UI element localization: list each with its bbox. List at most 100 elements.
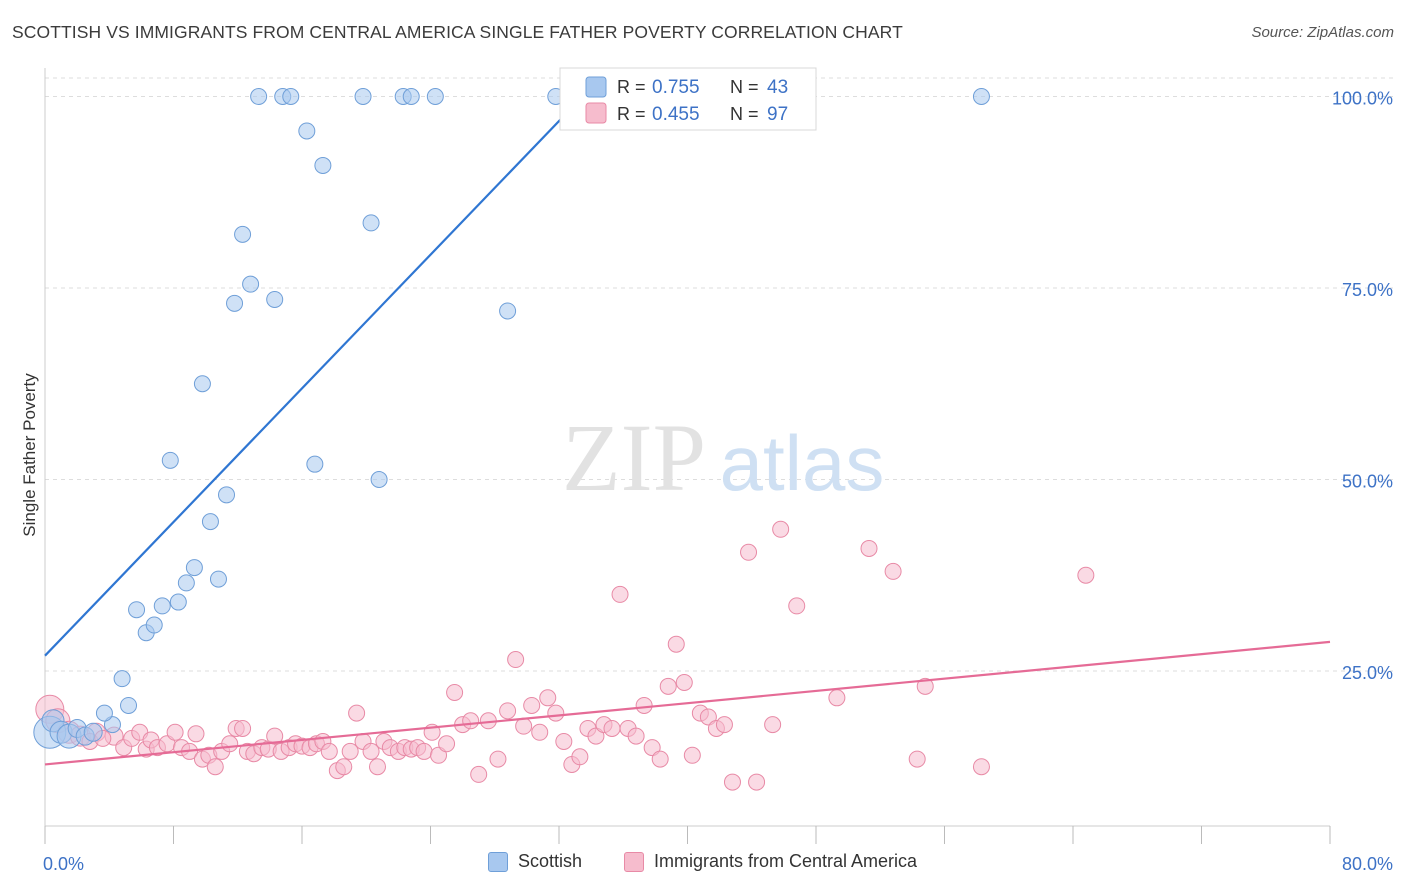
immigrant-point [723, 773, 741, 791]
bottom-legend-label-immigrants: Immigrants from Central America [654, 851, 918, 871]
x-tick-label-max: 80.0% [1342, 854, 1393, 874]
scottish-point [242, 275, 260, 293]
immigrant-point [462, 712, 480, 730]
source-credit: Source: ZipAtlas.com [1251, 24, 1394, 41]
legend-n-value-scottish: 43 [767, 77, 788, 98]
y-axis-label: Single Father Poverty [20, 373, 39, 537]
bottom-legend: Scottish Immigrants from Central America [0, 851, 1406, 879]
scottish-point [209, 570, 227, 588]
scottish-point [193, 375, 211, 393]
immigrant-point [368, 758, 386, 776]
chart-title: SCOTTISH VS IMMIGRANTS FROM CENTRAL AMER… [12, 22, 903, 42]
immigrant-point [635, 696, 653, 714]
immigrant-trend-line [44, 640, 1331, 766]
immigrant-point [362, 742, 380, 760]
immigrant-point [499, 702, 517, 720]
bottom-legend-item-immigrants[interactable]: Immigrants from Central America [624, 851, 917, 872]
y-tick-label: 75.0% [1342, 280, 1393, 300]
immigrant-point [221, 735, 239, 753]
immigrant-point [884, 562, 902, 580]
immigrant-point [659, 677, 677, 695]
scottish-point [266, 290, 284, 308]
scottish-point [83, 722, 103, 742]
immigrant-point [531, 723, 549, 741]
immigrant-point [667, 635, 685, 653]
immigrant-point [539, 689, 557, 707]
immigrant-point [234, 719, 252, 737]
scottish-point [177, 574, 195, 592]
immigrant-point [764, 716, 782, 734]
scottish-point [103, 716, 121, 734]
scottish-point [402, 88, 420, 105]
x-tick-label-min: 0.0% [43, 854, 84, 874]
y-tick-label: 100.0% [1332, 89, 1393, 109]
legend-n-value-immigrants: 97 [767, 104, 788, 125]
scottish-point [218, 486, 236, 504]
scottish-point [161, 451, 179, 469]
immigrant-point [335, 758, 353, 776]
immigrant-point [341, 742, 359, 760]
scottish-point [354, 88, 372, 105]
scottish-point [145, 616, 163, 634]
trend-lines [44, 91, 1331, 766]
immigrant-point [748, 773, 766, 791]
immigrant-point [1077, 566, 1095, 584]
immigrant-point [489, 750, 507, 768]
immigrant-point [788, 597, 806, 615]
immigrant-point [675, 673, 693, 691]
immigrant-point [555, 732, 573, 750]
scottish-point [226, 294, 244, 312]
scottish-point [234, 225, 252, 243]
scottish-point [128, 601, 146, 619]
immigrant-point [166, 723, 184, 741]
immigrant-point [908, 750, 926, 768]
immigrant-point [415, 742, 433, 760]
legend-r-value-scottish: 0.755 [652, 77, 700, 98]
immigrant-point [627, 727, 645, 745]
immigrant-point [187, 725, 205, 743]
immigrant-point [916, 677, 934, 695]
immigrant-point [860, 539, 878, 557]
scottish-point [282, 88, 300, 105]
immigrant-point [446, 683, 464, 701]
scottish-points [33, 88, 990, 749]
scottish-point [972, 88, 990, 105]
y-tick-label: 50.0% [1342, 472, 1393, 492]
immigrant-point [547, 704, 565, 722]
scottish-point [113, 670, 131, 688]
immigrant-point [683, 746, 701, 764]
scottish-point [201, 513, 219, 531]
scottish-point [298, 122, 316, 140]
scottish-point [185, 559, 203, 577]
immigrant-point [523, 696, 541, 714]
immigrant-point [828, 689, 846, 707]
scottish-point [426, 88, 444, 105]
legend: R = 0.755 N = 43 R = 0.455 N = 97 [559, 67, 817, 131]
immigrant-point [651, 750, 669, 768]
immigrant-point [772, 520, 790, 538]
scottish-point [370, 471, 388, 488]
immigrant-point [643, 739, 661, 757]
scottish-point [95, 704, 113, 722]
y-tick-label: 25.0% [1342, 663, 1393, 683]
immigrant-point [740, 543, 758, 561]
scottish-point [306, 455, 324, 473]
bottom-legend-swatch-immigrants [624, 851, 644, 872]
legend-r-label-immigrants: R = [617, 104, 646, 124]
immigrant-point [470, 765, 488, 783]
immigrant-point [515, 717, 533, 735]
immigrant-point [206, 758, 224, 776]
immigrant-point [587, 727, 605, 745]
bottom-legend-item-scottish[interactable]: Scottish [488, 851, 582, 872]
scottish-point [314, 156, 332, 174]
immigrant-point [348, 704, 366, 722]
legend-n-label-scottish: N = [730, 77, 759, 97]
legend-r-value-immigrants: 0.455 [652, 104, 700, 125]
immigrant-point [603, 719, 621, 737]
immigrant-point [320, 742, 338, 760]
watermark: ZIP atlas [562, 404, 884, 511]
immigrant-point [611, 585, 629, 603]
immigrant-point [438, 735, 456, 753]
legend-swatch-scottish [585, 76, 607, 98]
legend-n-label-immigrants: N = [730, 104, 759, 124]
